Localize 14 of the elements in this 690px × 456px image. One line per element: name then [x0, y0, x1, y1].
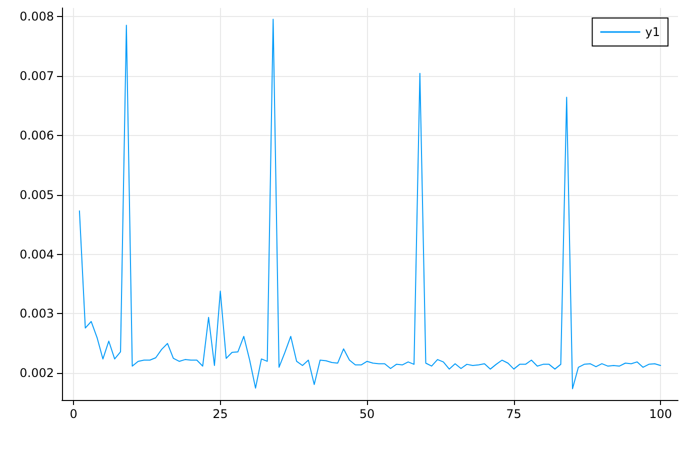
x-tick-label: 50: [359, 407, 375, 421]
x-tick-label: 100: [649, 407, 672, 421]
x-tick-label: 0: [70, 407, 78, 421]
y-tick-label: 0.007: [20, 68, 54, 83]
y-tick-label: 0.008: [20, 9, 54, 24]
y-tick-label: 0.005: [20, 188, 54, 202]
y-tick-label: 0.006: [20, 128, 54, 142]
y-tick-label: 0.004: [20, 247, 54, 262]
y-tick-label: 0.003: [20, 306, 54, 321]
y-tick-label: 0.002: [20, 366, 54, 380]
legend-label: y1: [645, 25, 660, 39]
x-tick-label: 75: [506, 407, 522, 421]
line-series: [78, 18, 662, 390]
x-tick-label: 25: [212, 407, 228, 421]
